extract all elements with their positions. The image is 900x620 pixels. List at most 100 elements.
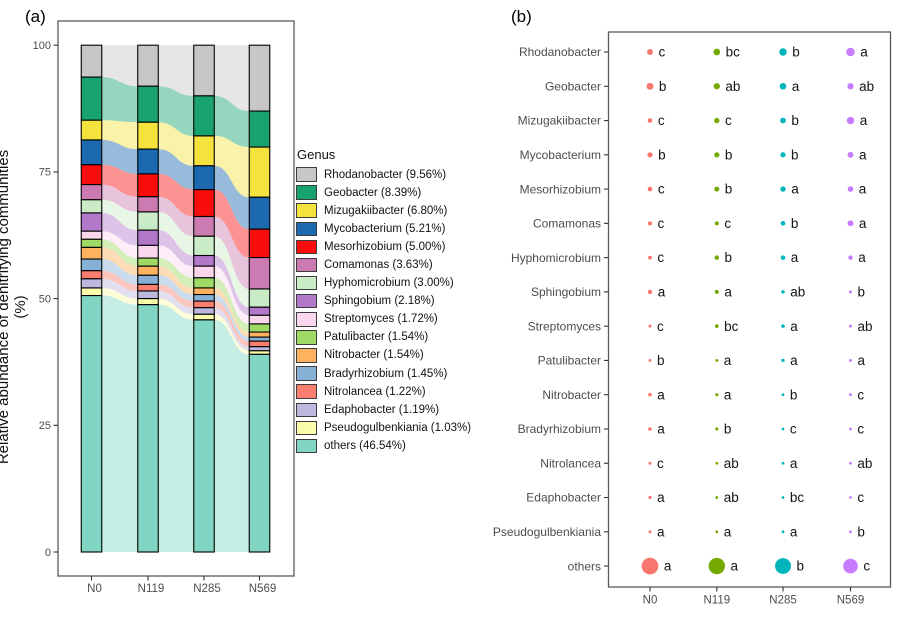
sig-letter-Sphingobium-N285: ab	[790, 284, 805, 299]
bar-segment-N285-others	[193, 319, 215, 553]
bar-segment-N119-Geobacter	[137, 85, 159, 123]
y-tick-label: 75	[39, 167, 51, 179]
bar-segment-N0-others	[80, 295, 103, 553]
flow-ribbon-Bradyrhizobium	[214, 294, 250, 342]
dot-Geobacter-N569	[847, 83, 854, 90]
dot-Pseudogulbenkiania-N0	[648, 530, 652, 534]
dot-Streptomyces-N119	[714, 324, 719, 329]
sig-letter-Patulibacter-N569: a	[857, 353, 865, 368]
dot-Comamonas-N285	[780, 221, 786, 226]
sig-letter-Hyphomicrobium-N119: b	[725, 250, 733, 265]
bar-segment-N0-Rhodanobacter	[80, 44, 103, 78]
bar-segment-N0-Comamonas	[80, 184, 103, 201]
row-label-Hyphomicrobium: Hyphomicrobium	[511, 251, 601, 265]
legend-item-label: Mesorhizobium (5.00%)	[324, 240, 446, 253]
bar-segment-N0-Hyphomicrobium	[80, 199, 103, 214]
dot-Mesorhizobium-N119	[714, 186, 720, 192]
legend-item-label: Mycobacterium (5.21%)	[324, 222, 446, 235]
legend-item-Rhodanobacter: Rhodanobacter (9.56%)	[296, 167, 471, 182]
bar-segment-N119-Nitrobacter	[137, 265, 159, 276]
dot-Mizugakiibacter-N119	[714, 117, 720, 124]
dot-Hyphomicrobium-N119	[714, 255, 720, 260]
bar-segment-N0-Streptomyces	[80, 230, 103, 240]
dot-Sphingobium-N285	[781, 290, 785, 294]
sig-letter-Mycobacterium-N119: b	[725, 147, 733, 162]
dot-Mizugakiibacter-N0	[647, 118, 653, 123]
bar-segment-N119-Mizugakiibacter	[137, 121, 159, 150]
x-tick-label: N569	[249, 583, 277, 595]
dot-others-N285	[775, 558, 791, 575]
bar-segment-N285-Nitrolancea	[193, 300, 215, 309]
bar-segment-N119-Bradyrhizobium	[137, 274, 159, 285]
sig-letter-Patulibacter-N119: a	[724, 353, 732, 368]
x-tick-label: N285	[193, 583, 221, 595]
sig-letter-Rhodanobacter-N119: bc	[726, 45, 741, 60]
legend-key-swatch	[296, 330, 317, 345]
flow-ribbon-Hyphomicrobium	[158, 211, 194, 256]
sig-letter-Pseudogulbenkiania-N0: a	[657, 524, 665, 539]
row-label-Nitrobacter: Nitrobacter	[542, 388, 601, 402]
sig-letter-Pseudogulbenkiania-N285: a	[790, 524, 798, 539]
bar-segment-N0-Pseudogulbenkiania	[80, 287, 103, 297]
flow-ribbon-Mizugakiibacter	[158, 122, 194, 166]
sig-letter-Edaphobacter-N569: c	[857, 490, 864, 505]
dot-Hyphomicrobium-N0	[648, 255, 652, 260]
row-label-others: others	[568, 559, 601, 573]
panel-a-tag: (a)	[25, 7, 46, 26]
x-tick-label: N285	[769, 595, 797, 607]
y-tick-label: 100	[33, 40, 51, 52]
dot-Streptomyces-N569	[848, 324, 853, 328]
sig-letter-others-N0: a	[664, 559, 672, 574]
panel-b-border	[607, 31, 892, 588]
flow-ribbon-Sphingobium	[158, 230, 194, 267]
dot-Pseudogulbenkiania-N569	[849, 530, 852, 534]
dot-Rhodanobacter-N119	[713, 48, 721, 56]
sig-letter-Patulibacter-N285: a	[790, 353, 798, 368]
legend-key-swatch	[296, 348, 317, 363]
bar-segment-N119-Sphingobium	[137, 229, 159, 246]
flow-ribbon-Rhodanobacter	[158, 45, 194, 96]
bar-segment-N119-Mycobacterium	[137, 148, 159, 175]
sig-letter-Rhodanobacter-N569: a	[860, 45, 868, 60]
flow-ribbon-Rhodanobacter	[214, 45, 250, 112]
legend-item-Patulibacter: Patulibacter (1.54%)	[296, 330, 471, 345]
sig-letter-Comamonas-N0: c	[658, 216, 665, 231]
dot-Nitrolancea-N285	[781, 461, 785, 465]
flow-ribbon-others	[158, 304, 194, 552]
legend-key-swatch	[296, 203, 317, 218]
dot-Bradyrhizobium-N285	[781, 427, 785, 431]
sig-letter-Pseudogulbenkiania-N569: b	[857, 524, 865, 539]
sig-letter-Geobacter-N0: b	[659, 79, 667, 94]
sig-letter-Mesorhizobium-N119: b	[725, 182, 733, 197]
dot-Mycobacterium-N569	[847, 151, 854, 158]
legend-key-swatch	[296, 293, 317, 309]
bar-segment-N569-Streptomyces	[248, 314, 271, 325]
sig-letter-Sphingobium-N569: b	[857, 284, 865, 299]
row-label-Mizugakiibacter: Mizugakiibacter	[518, 114, 601, 128]
dot-Nitrolancea-N569	[849, 461, 852, 465]
flow-ribbon-Comamonas	[214, 216, 250, 289]
x-tick-label: N119	[138, 583, 165, 595]
bar-segment-N0-Mesorhizobium	[80, 164, 103, 186]
dot-Streptomyces-N0	[648, 324, 652, 328]
flow-ribbon-Mycobacterium	[158, 149, 194, 190]
flow-ribbon-Edaphobacter	[101, 278, 138, 299]
flow-ribbon-Mizugakiibacter	[101, 120, 138, 150]
legend-key-swatch	[296, 221, 317, 237]
flow-ribbon-Bradyrhizobium	[101, 259, 138, 285]
legend-key-swatch	[296, 275, 317, 291]
sig-letter-Rhodanobacter-N285: b	[792, 45, 800, 60]
sig-letter-Nitrolancea-N119: ab	[724, 456, 739, 471]
sig-letter-Nitrobacter-N0: a	[657, 387, 665, 402]
legend-key-swatch	[296, 402, 317, 418]
legend-key-swatch	[296, 257, 317, 273]
bar-segment-N285-Edaphobacter	[193, 307, 215, 315]
x-tick-label: N0	[643, 595, 658, 607]
sig-letter-Mesorhizobium-N285: a	[791, 182, 799, 197]
sig-letter-Comamonas-N569: a	[859, 216, 867, 231]
flow-ribbon-Geobacter	[214, 95, 250, 148]
legend-item-label: Pseudogulbenkiania (1.03%)	[324, 421, 472, 434]
legend-item-label: Hyphomicrobium (3.00%)	[324, 277, 454, 290]
row-label-Bradyrhizobium: Bradyrhizobium	[518, 422, 601, 436]
legend-item-Comamonas: Comamonas (3.63%)	[296, 257, 471, 273]
